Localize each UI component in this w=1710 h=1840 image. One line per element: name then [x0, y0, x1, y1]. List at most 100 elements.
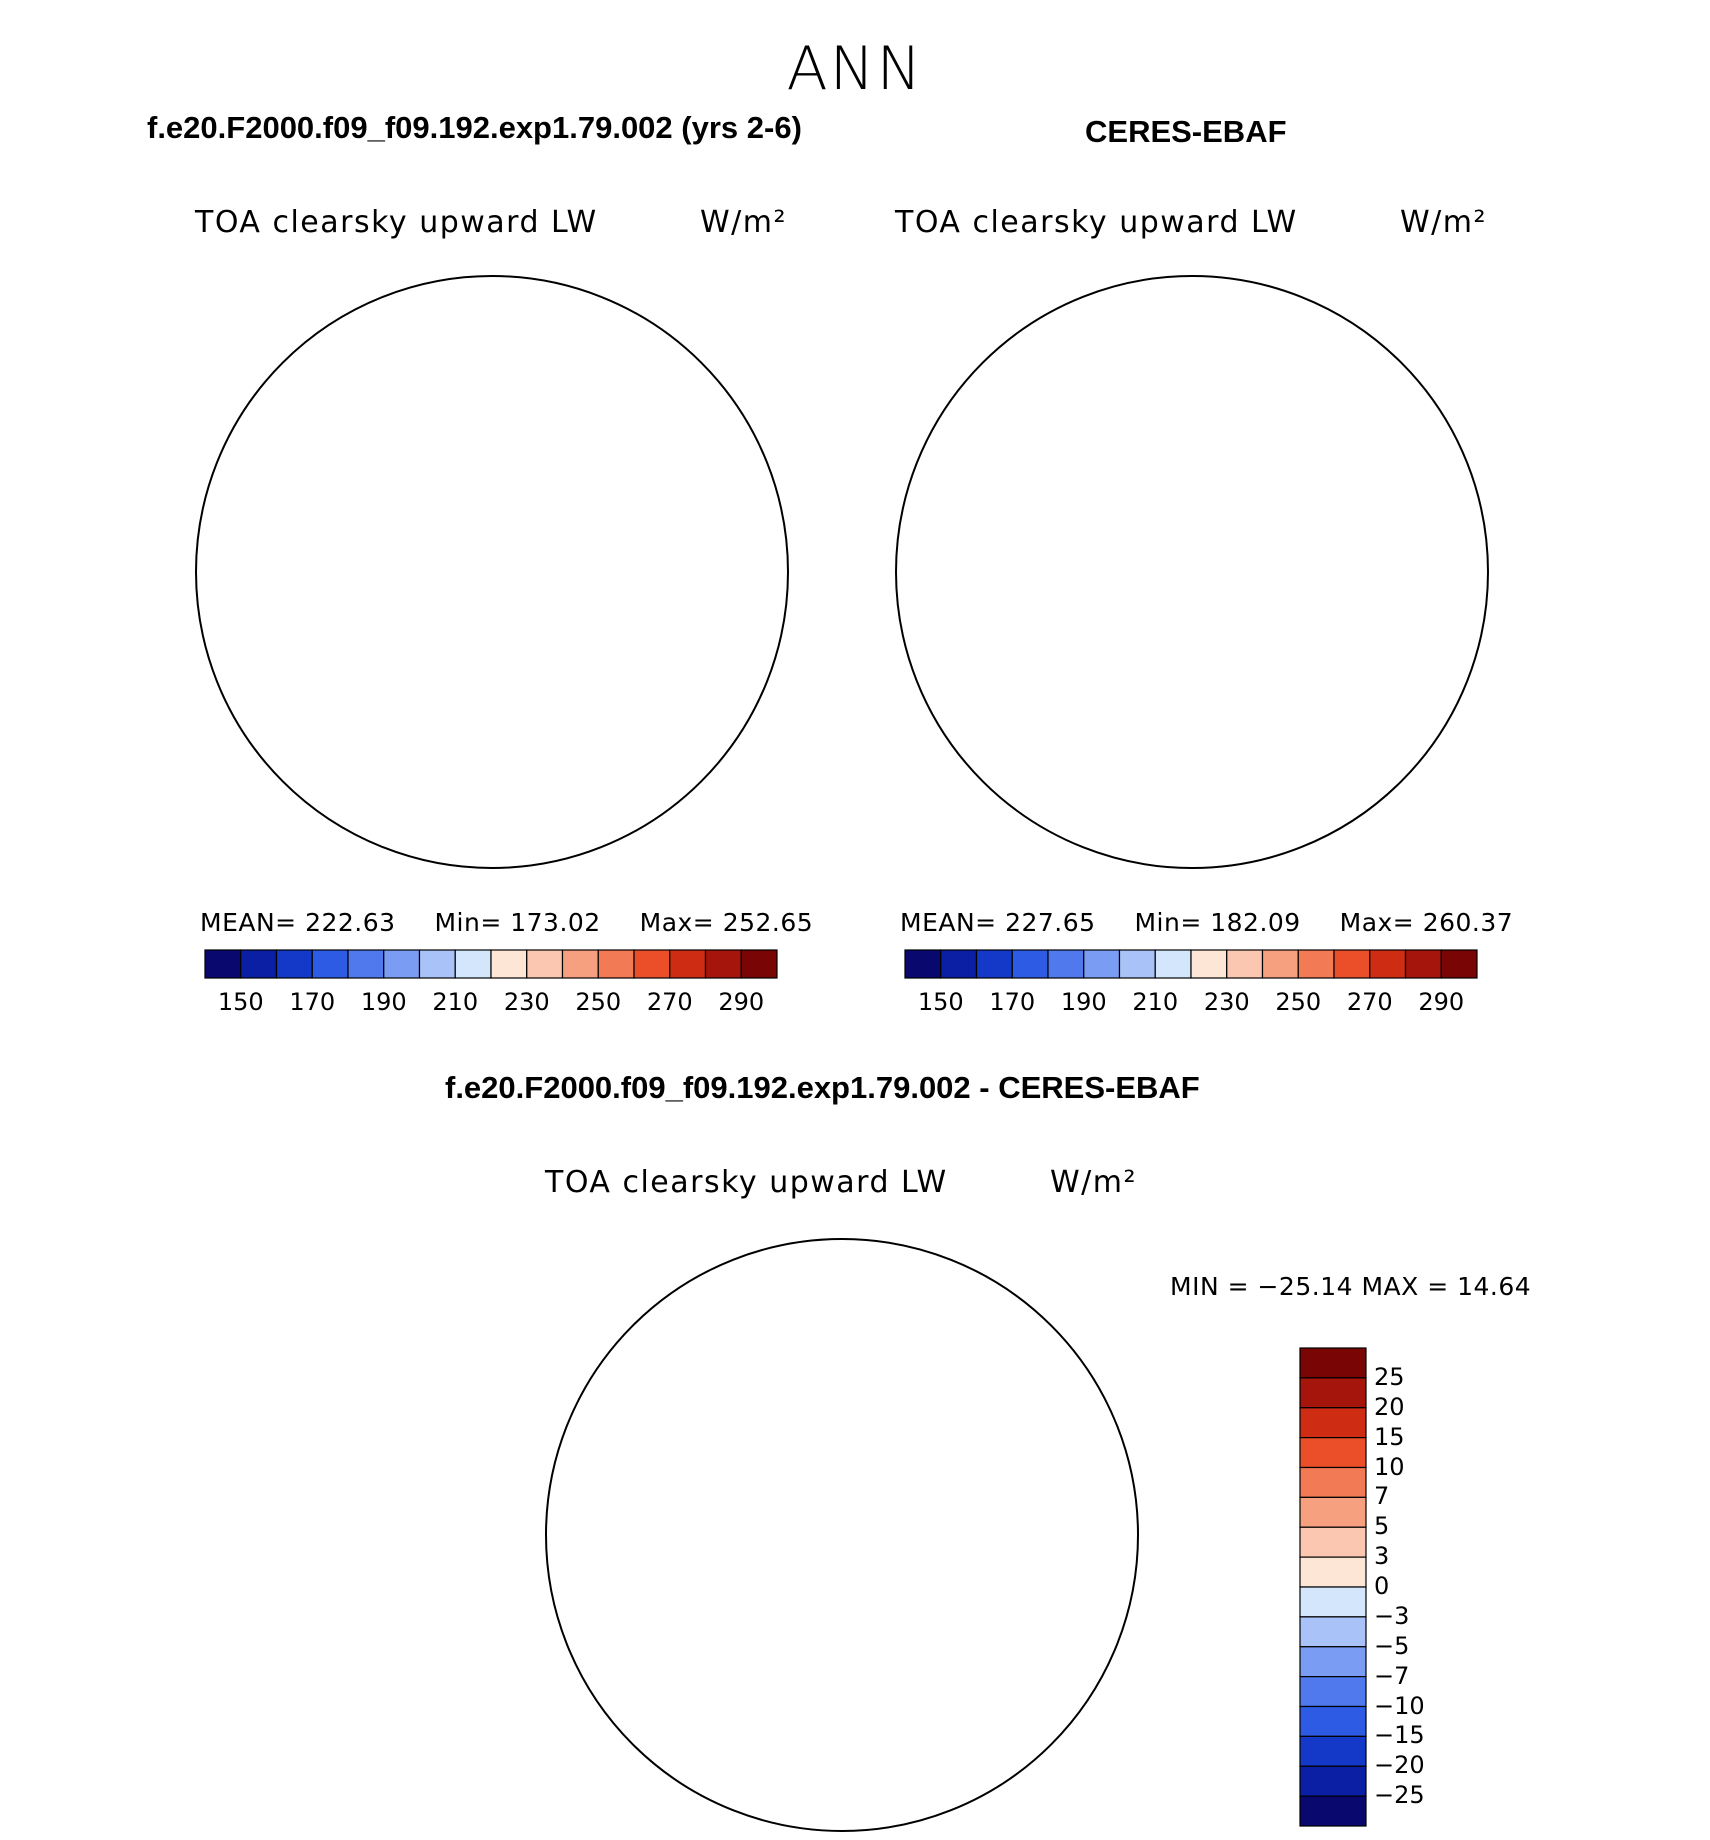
- obs-contour-1: [892, 272, 1152, 442]
- obs-contour-7: [1002, 503, 1147, 655]
- diff-colorbar-tick-label: 7: [1374, 1482, 1390, 1511]
- obs-min-value: 182.09: [1210, 908, 1301, 937]
- diff-colorbar-cell: [1299, 1556, 1367, 1588]
- diff-colorbar: [1299, 1347, 1367, 1827]
- model-coastlines: [688, 848, 749, 874]
- obs-min-label: Min=: [1134, 908, 1202, 937]
- obs-colorbar: [904, 949, 1478, 979]
- diff-contour-2: [738, 1460, 1018, 1686]
- obs-contour-4: [946, 399, 1368, 687]
- model-colorbar-cell: [561, 949, 599, 979]
- model-colorbar: [204, 949, 778, 979]
- obs-colorbar-cell: [1047, 949, 1085, 979]
- obs-contour-0: [892, 672, 1492, 872]
- diff-contour-5: [641, 1429, 754, 1518]
- model-max-value: 252.65: [722, 908, 814, 937]
- model-colorbar-tick-label: 210: [432, 988, 479, 1016]
- model-colorbar-cell: [204, 949, 242, 979]
- obs-coastlines: [896, 282, 1447, 872]
- diff-colorbar-tick-label: −7: [1374, 1661, 1410, 1690]
- obs-contour-5: [971, 436, 1284, 662]
- diff-colorbar-cell: [1299, 1795, 1367, 1827]
- diff-colorbar-cell: [1299, 1676, 1367, 1708]
- diff-colorbar-tick-label: −3: [1374, 1601, 1410, 1630]
- obs-colorbar-tick-label: 270: [1346, 988, 1393, 1016]
- diff-colorbar-cell: [1299, 1407, 1367, 1439]
- model-colorbar-cell: [669, 949, 707, 979]
- model-mean-value: 222.63: [305, 908, 396, 937]
- model-contour-1: [192, 272, 452, 442]
- diff-plot-title: TOA clearsky upward LW: [545, 1165, 948, 1200]
- model-colorbar-cell: [418, 949, 456, 979]
- model-max-label: Max=: [639, 908, 715, 937]
- obs-contour-8: [1048, 526, 1130, 627]
- model-colorbar-tick-label: 250: [575, 988, 622, 1016]
- obs-colorbar-cell: [1440, 949, 1478, 979]
- diff-colorbar-tick-label: −20: [1374, 1751, 1425, 1780]
- model-colorbar-tick-label: 170: [289, 988, 336, 1016]
- model-contour-8: [348, 526, 430, 627]
- obs-colorbar-cell: [1011, 949, 1049, 979]
- model-map-border: [195, 275, 789, 869]
- obs-colorbar-tick-label: 150: [917, 988, 964, 1016]
- model-contour-0: [688, 848, 792, 872]
- diff-coastlines: [546, 1245, 1097, 1835]
- diff-colorbar-cell: [1299, 1765, 1367, 1797]
- obs-colorbar-cell: [975, 949, 1013, 979]
- obs-colorbar-cell: [1333, 949, 1371, 979]
- model-colorbar-tick-label: 230: [503, 988, 550, 1016]
- obs-colorbar-cell: [1118, 949, 1156, 979]
- obs-colorbar-cell: [1154, 949, 1192, 979]
- diff-contour-3: [911, 1313, 1084, 1455]
- obs-colorbar-tick-label: 190: [1060, 988, 1107, 1016]
- diff-stats: MIN = −25.14 MAX = 14.64: [1170, 1272, 1532, 1301]
- diff-colorbar-cell: [1299, 1735, 1367, 1767]
- model-colorbar-cell: [740, 949, 778, 979]
- model-contour-5: [271, 436, 584, 662]
- model-colorbar-cell: [383, 949, 421, 979]
- obs-colorbar-tick-label: 230: [1203, 988, 1250, 1016]
- diff-contour-1: [542, 1333, 902, 1566]
- obs-colorbar-cell: [1226, 949, 1264, 979]
- model-colorbar-cell: [490, 949, 528, 979]
- diff-colorbar-tick-label: −10: [1374, 1691, 1425, 1720]
- diff-colorbar-cell: [1299, 1705, 1367, 1737]
- diff-colorbar-cell: [1299, 1437, 1367, 1469]
- obs-map-border: [895, 275, 1489, 869]
- model-contour-6: [315, 466, 532, 591]
- diff-colorbar-cell: [1299, 1496, 1367, 1528]
- diff-contour-8: [542, 1715, 842, 1835]
- diff-colorbar-tick-label: 5: [1374, 1512, 1390, 1541]
- model-mean-label: MEAN=: [200, 908, 297, 937]
- model-plot-units: W/m²: [700, 205, 788, 240]
- model-contour-4: [246, 399, 668, 687]
- page-title: ANN: [786, 34, 924, 104]
- model-contour-7: [302, 503, 447, 655]
- obs-colorbar-cell: [1261, 949, 1299, 979]
- obs-contour-2: [892, 339, 1492, 764]
- diff-colorbar-cell: [1299, 1466, 1367, 1498]
- diff-contour-9: [572, 1345, 662, 1370]
- obs-colorbar-cell: [1083, 949, 1121, 979]
- diff-colorbar-tick-label: 3: [1374, 1542, 1390, 1571]
- model-colorbar-cell: [597, 949, 635, 979]
- model-colorbar-tick-label: 150: [217, 988, 264, 1016]
- diff-colorbar-cell: [1299, 1347, 1367, 1379]
- diff-colorbar-tick-label: −15: [1374, 1721, 1425, 1750]
- obs-colorbar-cell: [940, 949, 978, 979]
- diff-panel-header: f.e20.F2000.f09_f09.192.exp1.79.002 - CE…: [445, 1070, 1200, 1105]
- model-colorbar-cell: [526, 949, 564, 979]
- model-contour-3: [216, 370, 722, 730]
- left-panel-header: f.e20.F2000.f09_f09.192.exp1.79.002 (yrs…: [147, 110, 802, 145]
- obs-contour-6: [1015, 466, 1232, 591]
- model-colorbar-cell: [704, 949, 742, 979]
- diff-colorbar-tick-label: −5: [1374, 1631, 1410, 1660]
- diff-plot-units: W/m²: [1050, 1165, 1138, 1200]
- diff-contour-6: [652, 1466, 797, 1618]
- obs-contour-3: [916, 370, 1422, 730]
- model-colorbar-cell: [633, 949, 671, 979]
- obs-colorbar-cell: [1369, 949, 1407, 979]
- model-colorbar-tick-label: 190: [360, 988, 407, 1016]
- diff-colorbar-tick-label: 0: [1374, 1572, 1390, 1600]
